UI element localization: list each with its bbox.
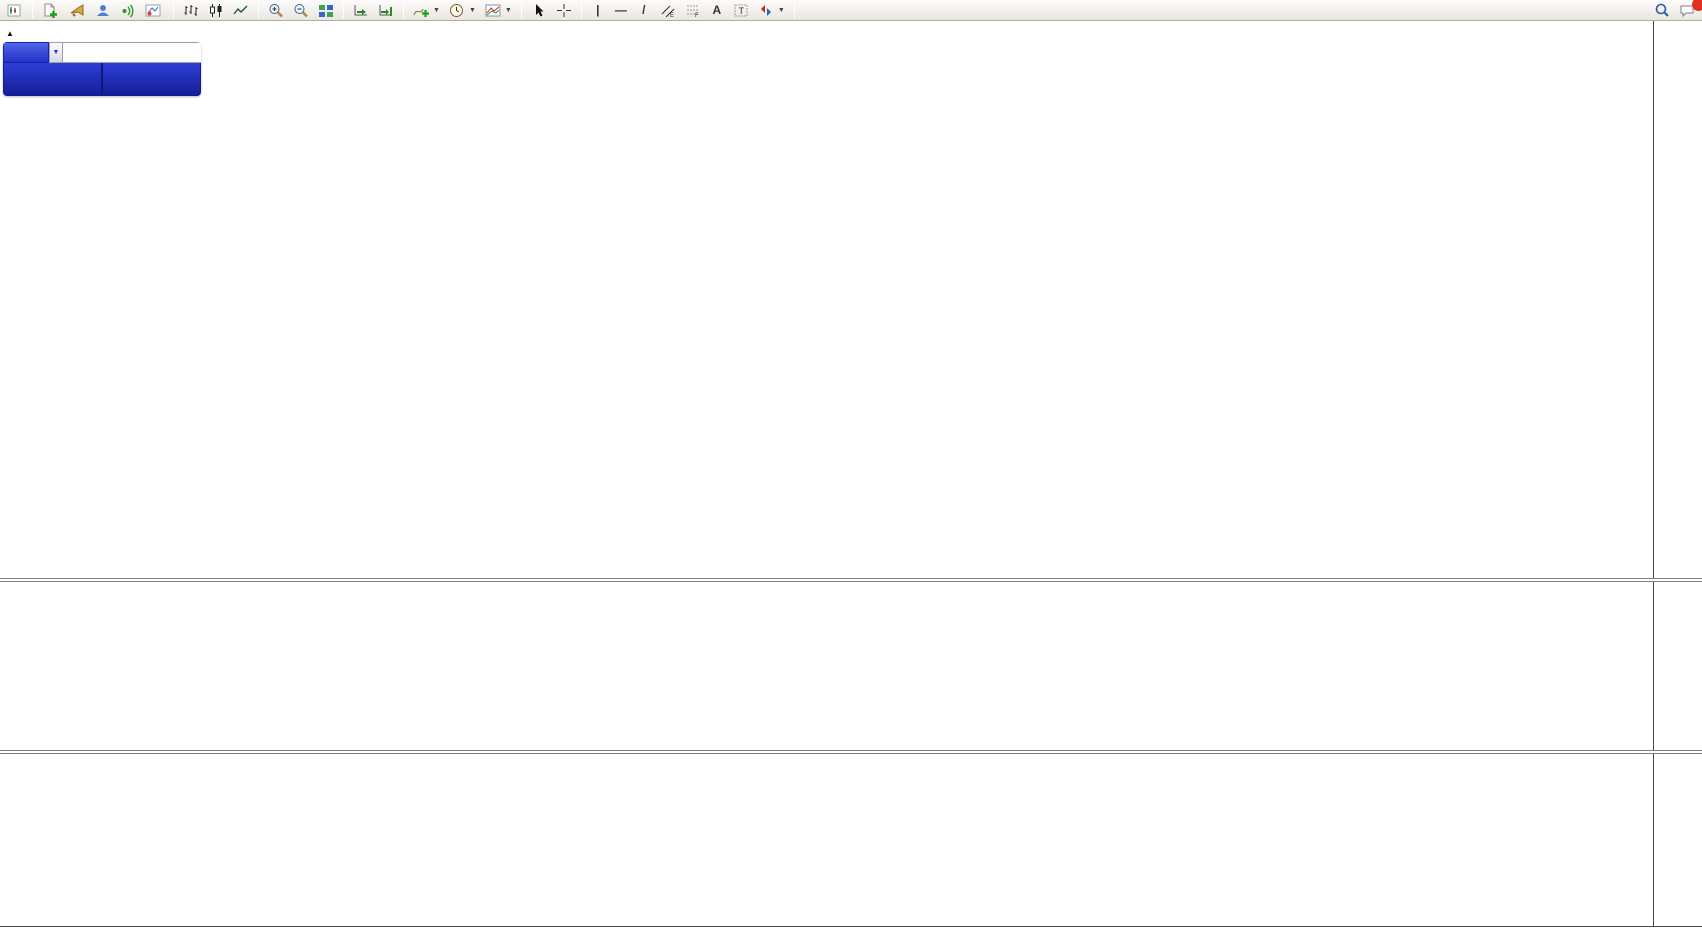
zoom-out-icon [293, 3, 309, 18]
pane-separator[interactable] [0, 750, 1702, 754]
pane-separator[interactable] [0, 578, 1702, 582]
search-button[interactable] [1651, 2, 1673, 19]
toolbar-separator [258, 2, 259, 18]
trendline-button[interactable]: / [634, 2, 654, 18]
line-chart-icon [233, 3, 249, 18]
new-chart-button[interactable] [4, 2, 26, 19]
tile-windows-button[interactable] [315, 2, 337, 19]
chevron-down-icon: ▼ [468, 6, 476, 14]
toolbar-separator [32, 2, 33, 18]
toolbar-separator [580, 2, 582, 18]
horizontal-line-button[interactable]: — [611, 2, 631, 18]
search-icon [1654, 3, 1670, 18]
notification-badge [1692, 0, 1702, 11]
new-chart-icon [7, 3, 23, 18]
candlestick-chart-button[interactable] [205, 2, 227, 19]
bar-chart-icon [183, 3, 199, 18]
toolbar-separator [520, 2, 522, 18]
time-axis [0, 926, 1702, 945]
main-toolbar: ▼ ▼ ▼ | — / E F A T ▼ [0, 0, 1702, 21]
vertical-line-button[interactable]: | [588, 2, 608, 18]
price-axis-line [1653, 21, 1654, 926]
signals-icon [120, 3, 136, 18]
horizontal-line-icon: — [614, 3, 627, 17]
templates-icon [485, 3, 501, 18]
svg-text:T: T [738, 6, 744, 16]
fibonacci-icon: F [685, 3, 701, 18]
toolbar-separator [173, 2, 174, 18]
one-click-trading-panel: ▼ ▲ [3, 42, 201, 96]
svg-text:E: E [670, 13, 674, 18]
periods-button[interactable]: ▼ [446, 2, 479, 19]
toolbar-separator [403, 2, 404, 18]
auto-scroll-icon [353, 3, 369, 18]
candlestick-chart-icon [208, 3, 224, 18]
arrows-icon [758, 3, 774, 18]
community-button[interactable] [92, 2, 114, 19]
text-label-icon: T [733, 3, 749, 18]
tile-windows-icon [318, 3, 334, 18]
line-chart-button[interactable] [230, 2, 252, 19]
metaeditor-icon [70, 3, 86, 18]
svg-text:F: F [695, 13, 699, 18]
sell-button[interactable] [3, 42, 49, 63]
chevron-down-icon: ▼ [777, 6, 785, 14]
channel-icon: E [660, 3, 676, 18]
text-icon: A [712, 3, 722, 17]
periods-icon [449, 3, 465, 18]
metaeditor-button[interactable] [67, 2, 89, 19]
crosshair-icon [556, 3, 572, 18]
chart-shift-icon [378, 3, 394, 18]
auto-scroll-button[interactable] [350, 2, 372, 19]
zoom-in-button[interactable] [265, 2, 287, 19]
volume-decrease-button[interactable]: ▼ [49, 42, 63, 63]
text-button[interactable]: A [707, 2, 727, 18]
channel-button[interactable]: E [657, 2, 679, 19]
new-order-icon [42, 3, 58, 18]
text-label-button[interactable]: T [730, 2, 752, 19]
toolbar-separator [793, 2, 795, 18]
new-order-button[interactable] [39, 2, 64, 19]
chat-button[interactable] [1676, 0, 1702, 19]
toolbar-separator [343, 2, 344, 18]
crosshair-button[interactable] [553, 2, 575, 19]
chart-shift-button[interactable] [375, 2, 397, 19]
panel-toggle-icon[interactable]: ▲ [6, 29, 15, 38]
indicators-icon [413, 3, 429, 18]
chevron-down-icon: ▼ [504, 6, 512, 14]
cursor-button[interactable] [528, 2, 550, 19]
indicators-button[interactable]: ▼ [410, 2, 443, 19]
auto-trading-icon [145, 3, 161, 18]
cursor-icon [531, 3, 547, 18]
buy-price[interactable] [103, 63, 200, 95]
volume-input[interactable] [63, 42, 201, 63]
bar-chart-button[interactable] [180, 2, 202, 19]
signals-button[interactable] [117, 2, 139, 19]
community-icon [95, 3, 111, 18]
fibonacci-button[interactable]: F [682, 2, 704, 19]
vertical-line-icon: | [596, 3, 600, 17]
zoom-in-icon [268, 3, 284, 18]
arrows-button[interactable]: ▼ [755, 2, 788, 19]
zoom-out-button[interactable] [290, 2, 312, 19]
trendline-icon: / [642, 3, 646, 17]
auto-trading-button[interactable] [142, 2, 167, 19]
templates-button[interactable]: ▼ [482, 2, 515, 19]
chart-ohlc-header: ▲ [6, 25, 38, 39]
chevron-down-icon: ▼ [433, 6, 440, 14]
sell-price[interactable] [4, 63, 101, 95]
